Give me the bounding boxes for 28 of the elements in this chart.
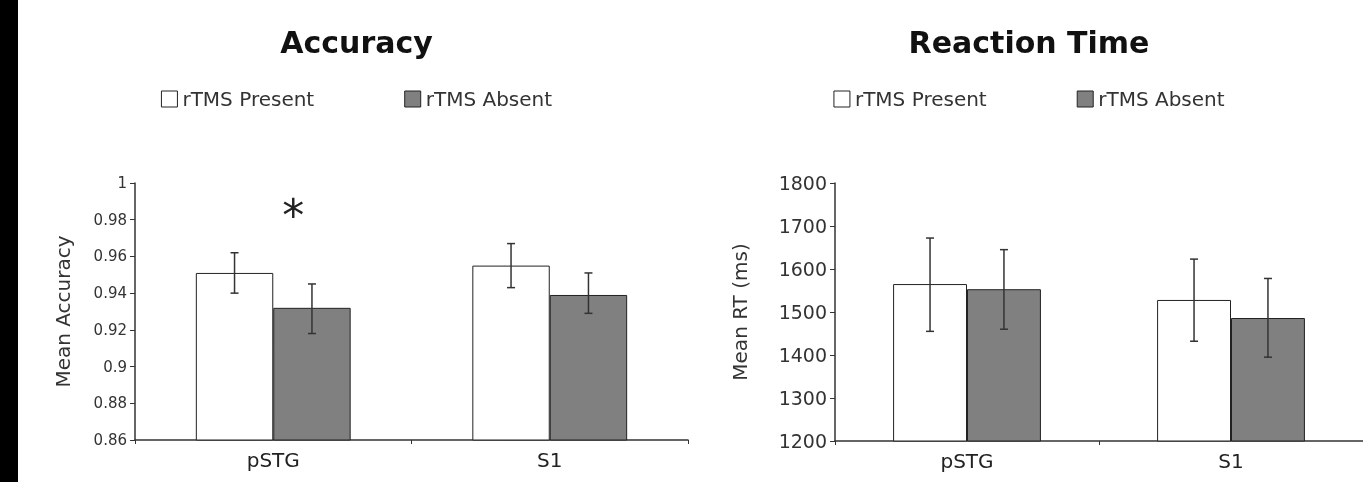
y-tick-label: 1500	[778, 301, 827, 323]
legend-label: rTMS Present	[182, 87, 315, 111]
legend-label: rTMS Absent	[425, 87, 553, 111]
y-tick-label: 0.88	[93, 394, 127, 413]
y-tick-label: 0.96	[93, 247, 127, 266]
y-tick-label: 1700	[778, 215, 827, 237]
y-tick-label: 1600	[778, 258, 827, 280]
y-axis-title: Mean RT (ms)	[728, 243, 752, 381]
y-tick-label: 0.86	[93, 431, 127, 449]
x-tick-label: pSTG	[246, 448, 300, 472]
x-tick-label: S1	[1218, 449, 1244, 473]
y-tick-label: 1200	[778, 430, 827, 452]
y-tick-label: 1	[117, 174, 127, 192]
annotation: *	[282, 189, 305, 241]
legend-label: rTMS Absent	[1098, 87, 1225, 111]
y-axis-title: Mean Accuracy	[51, 235, 75, 388]
y-tick-label: 1400	[778, 344, 827, 366]
x-tick-label: S1	[537, 448, 563, 472]
legend-label: rTMS Present	[854, 87, 987, 111]
y-tick-label: 0.92	[93, 320, 127, 339]
x-tick-label: pSTG	[940, 449, 994, 473]
y-tick-label: 0.9	[103, 357, 127, 376]
y-tick-label: 0.94	[93, 284, 127, 303]
chart-title: Accuracy	[280, 24, 434, 60]
y-tick-label: 1300	[778, 387, 827, 409]
y-tick-label: 0.98	[93, 210, 127, 229]
y-tick-label: 1800	[778, 172, 827, 194]
chart-title: Reaction Time	[908, 24, 1150, 60]
